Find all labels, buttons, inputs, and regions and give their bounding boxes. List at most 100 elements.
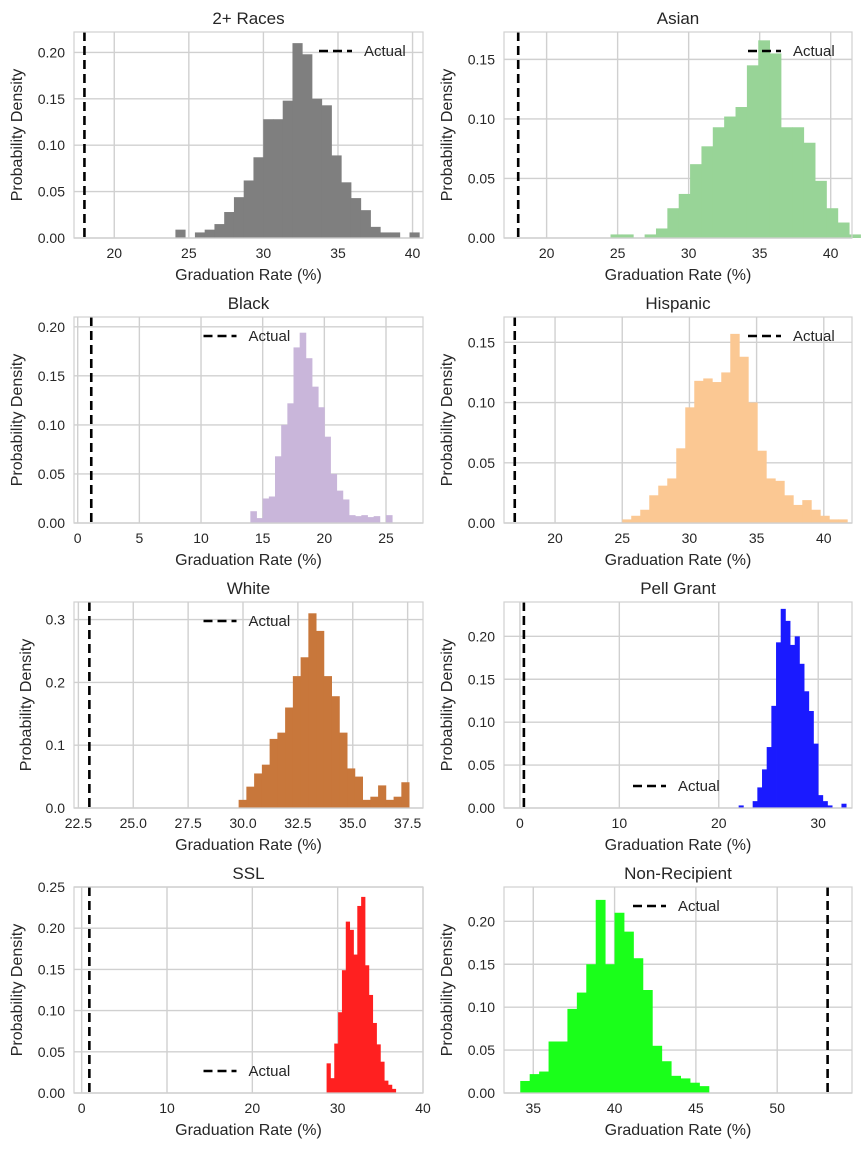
subplot-3: 0 5 10 15 20 25 0.00 0.05 0.10 0.15 0.20 Black Gradu… (9, 294, 424, 569)
histogram-bar (353, 954, 358, 1093)
histogram-bar (370, 796, 379, 808)
histogram-bar (299, 332, 307, 523)
subplot-1: 20 25 30 35 40 0.00 0.05 0.10 0.15 0.20 2+ Races Gr… (9, 9, 424, 284)
histogram-bar (360, 210, 371, 238)
histogram-bar (758, 40, 771, 239)
histogram-bar (678, 193, 691, 238)
histogram-bar (605, 964, 615, 1093)
y-axis-label: Probability Density (9, 924, 26, 1057)
x-tick-label: 10 (612, 815, 628, 831)
x-tick-label: 20 (106, 245, 122, 261)
x-tick-label: 0 (74, 530, 82, 546)
histogram-bar (595, 899, 606, 1094)
subplot-title: 2+ Races (212, 9, 284, 28)
y-tick-label: 0.15 (468, 334, 495, 350)
histogram-bar (804, 691, 810, 808)
histogram-bar (803, 142, 816, 238)
y-tick-label: 0.15 (468, 671, 495, 687)
histogram-bar (633, 958, 644, 1093)
histogram-bar (667, 208, 680, 238)
histogram-bar (362, 799, 371, 808)
histogram-bar (361, 515, 368, 523)
histogram-bar (293, 347, 301, 523)
y-tick-label: 0.20 (38, 319, 65, 335)
histogram-bar (820, 515, 830, 523)
y-tick-label: 0.05 (468, 170, 495, 186)
subplot-4: 20 25 30 35 40 0.00 0.05 0.10 0.15 Hispanic Gradua… (439, 294, 853, 569)
x-tick-label: 25 (181, 245, 197, 261)
histogram-bar (368, 994, 374, 1093)
histogram-bar (349, 929, 354, 1093)
subplot-title: Pell Grant (640, 579, 716, 598)
histogram-bar (292, 676, 302, 808)
y-tick-label: 0.20 (38, 920, 65, 936)
y-axis-label: Probability Density (439, 924, 456, 1057)
y-tick-label: 0.20 (468, 628, 495, 644)
x-tick-label: 25 (378, 530, 394, 546)
x-axis-label: Graduation Rate (%) (605, 552, 752, 569)
histogram-bar (739, 356, 749, 523)
subplot-title: Asian (657, 9, 700, 28)
histogram-bar (703, 378, 713, 523)
histogram-bar (380, 1061, 385, 1093)
x-axis-label: Graduation Rate (%) (605, 1122, 752, 1139)
histogram-bar (762, 769, 768, 809)
histogram-bar (649, 495, 659, 523)
histogram-bar (724, 116, 736, 238)
histogram-bar (364, 965, 370, 1093)
histogram-bar (849, 234, 861, 238)
histogram-bar (776, 642, 782, 808)
histogram-bar (808, 711, 814, 808)
histogram-bar (520, 1080, 531, 1093)
histogram-bar (792, 127, 805, 238)
histogram-bar (330, 473, 338, 523)
x-tick-label: 35 (330, 245, 346, 261)
legend-actual-label: Actual (249, 328, 291, 345)
y-tick-label: 0.10 (468, 395, 495, 411)
x-axis-label: Graduation Rate (%) (175, 1122, 322, 1139)
histogram-bar (766, 478, 776, 523)
subplot-title: White (227, 579, 270, 598)
histogram-bar (388, 1084, 393, 1093)
x-axis-label: Graduation Rate (%) (605, 837, 752, 854)
histogram-bar (341, 970, 347, 1093)
histogram-bar (302, 54, 313, 238)
histogram-bar (175, 229, 186, 238)
histogram-bar (766, 747, 772, 808)
histogram-bar (268, 496, 276, 523)
y-tick-label: 0.1 (46, 737, 66, 753)
histogram-bar (631, 515, 641, 523)
x-tick-label: 5 (135, 530, 143, 546)
histogram-bar (339, 732, 348, 808)
x-tick-label: 40 (405, 245, 421, 261)
histogram-bar (799, 663, 805, 808)
histogram-bar (246, 786, 255, 808)
histogram-bar (586, 964, 597, 1093)
histogram-bar (794, 636, 800, 808)
y-axis-label: Probability Density (18, 639, 35, 772)
histogram-bar (256, 518, 264, 523)
histogram-bar (272, 119, 284, 238)
x-tick-label: 20 (711, 815, 727, 831)
histogram-bar (838, 519, 848, 523)
histogram-bar (661, 1061, 672, 1093)
plot-frame (73, 886, 424, 1094)
legend-actual-label: Actual (364, 43, 406, 60)
x-tick-label: 25 (614, 530, 630, 546)
histogram-bar (300, 657, 309, 808)
histogram-bar (610, 234, 623, 238)
plot-area (74, 317, 423, 523)
histogram-bar (311, 98, 323, 238)
x-tick-label: 22.5 (65, 815, 92, 831)
histogram-bar (342, 499, 350, 523)
x-tick-label: 27.5 (175, 815, 202, 831)
subplot-6: 0 10 20 30 0.00 0.05 0.10 0.15 0.20 Pell Grant Gra… (439, 579, 853, 854)
y-tick-label: 0.00 (38, 1085, 65, 1101)
histogram-bar (676, 448, 686, 523)
legend-actual-label: Actual (793, 328, 835, 345)
histogram-bar (233, 197, 245, 238)
histogram-bar (357, 905, 362, 1093)
plot-frame (73, 316, 424, 524)
